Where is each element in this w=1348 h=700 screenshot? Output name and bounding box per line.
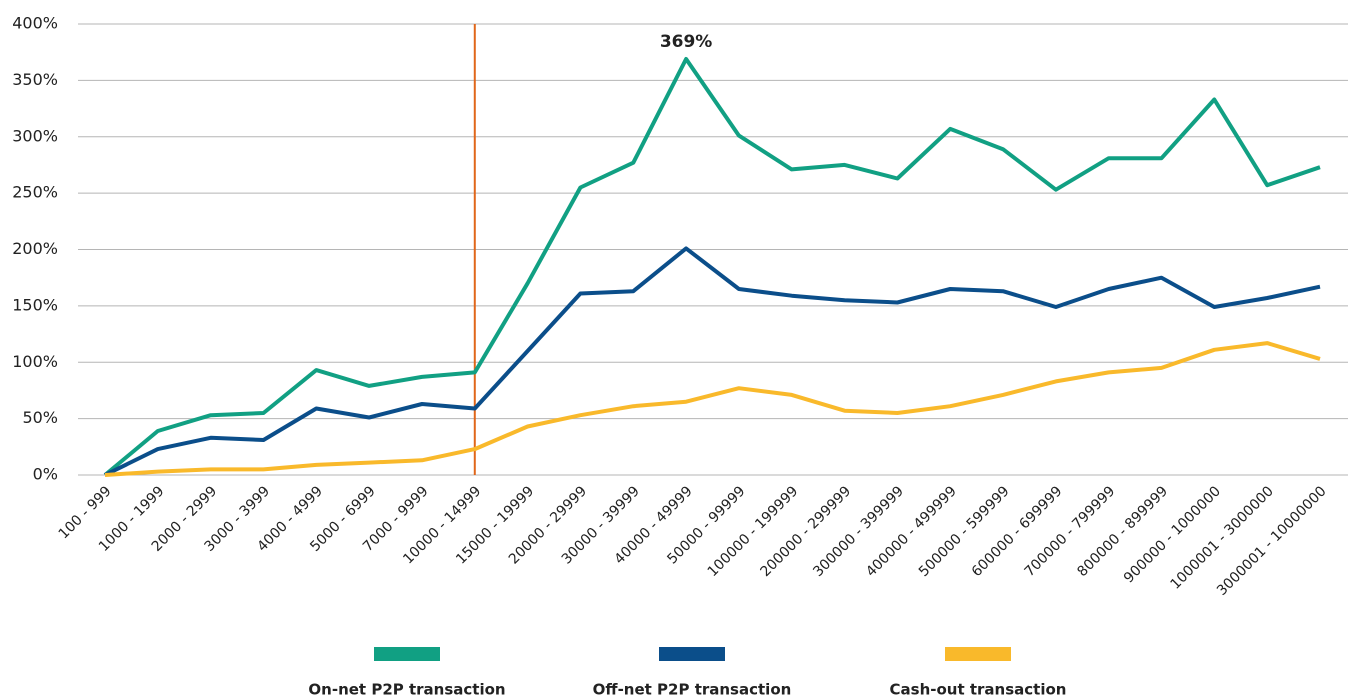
x-tick-label: 400000 - 499999	[863, 483, 960, 580]
x-tick-label: 800000 - 899999	[1074, 483, 1171, 580]
series-line	[103, 57, 1321, 477]
x-tick-label: 3000001 - 10000000	[1214, 483, 1330, 599]
series-line	[104, 341, 1321, 477]
y-tick-label: 400%	[12, 14, 58, 33]
legend-label: On-net P2P transaction	[308, 681, 505, 699]
y-tick-label: 350%	[12, 70, 58, 89]
x-tick-label: 1000001 - 3000000	[1167, 483, 1276, 592]
y-tick-label: 300%	[12, 126, 58, 145]
y-tick-label: 150%	[12, 295, 58, 314]
annotation: 369%	[660, 32, 713, 52]
y-tick-label: 200%	[12, 239, 58, 258]
legend-swatch	[374, 647, 440, 661]
legend-label: Cash-out transaction	[890, 681, 1067, 699]
y-tick-label: 250%	[12, 183, 58, 202]
series-line	[104, 246, 1321, 477]
x-tick-label: 700000 - 799999	[1022, 483, 1119, 580]
legend-swatch	[659, 647, 725, 661]
x-tick-label: 100000 - 199999	[705, 483, 802, 580]
x-tick-label: 300000 - 399999	[810, 483, 907, 580]
x-tick-label: 600000 - 699999	[969, 483, 1066, 580]
y-tick-label: 50%	[22, 408, 58, 427]
legend-swatch	[945, 647, 1011, 661]
legend-label: Off-net P2P transaction	[593, 681, 792, 699]
x-tick-label: 900000 - 1000000	[1121, 483, 1224, 586]
y-tick-label: 100%	[12, 352, 58, 371]
y-tick-label: 0%	[33, 465, 58, 484]
x-tick-label: 200000 - 299999	[757, 483, 854, 580]
x-tick-label: 500000 - 599999	[916, 483, 1013, 580]
